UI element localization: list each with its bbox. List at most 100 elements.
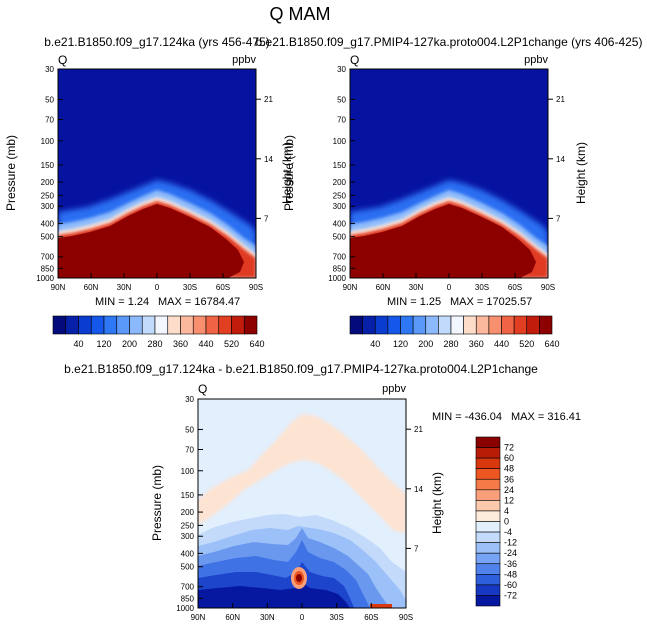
panel-c-colorbar-label-3: 36 — [504, 474, 514, 484]
panel-a-ylabel: Pressure (mb) — [4, 135, 18, 211]
panel-b-ytick-label-11: 850 — [333, 264, 347, 273]
panel-b-ytick-label-0: 30 — [337, 65, 346, 74]
panel-a-ytick-label-2: 70 — [45, 116, 54, 125]
panel-c-colorbar-box-7 — [475, 510, 501, 522]
panel-b-colorbar-box-8 — [450, 315, 464, 335]
panel-c-xtick-label-1: 60N — [225, 613, 240, 622]
panel-c-colorbar-box-2 — [475, 457, 501, 469]
panel-c-colorbar-box-9 — [475, 531, 501, 543]
panel-a-xtick-label-3: 0 — [155, 283, 160, 292]
panel-b-colorbar-label-5: 440 — [494, 339, 509, 349]
panel-c-colorbar-label-14: -72 — [504, 590, 517, 600]
panel-a-ytick-label-3: 100 — [41, 137, 55, 146]
panel-c-colorbar-box-0 — [475, 436, 501, 448]
panel-c-colorbar-label-11: -36 — [504, 559, 517, 569]
panel-a-colorbar-box-6 — [129, 315, 143, 335]
panel-b-colorbar-label-3: 280 — [443, 339, 458, 349]
panel-b-ytick-label-9: 500 — [333, 233, 347, 242]
panel-a-max-label: MAX = 16784.47 — [158, 296, 240, 308]
panel-c-colorbar-label-5: 12 — [504, 495, 514, 505]
panel-a-colorbar-box-8 — [154, 315, 169, 335]
panel-b-units: ppbv — [524, 54, 548, 66]
panel-c-ytick-label-4: 150 — [181, 491, 195, 500]
panel-b-max-label: MAX = 17025.57 — [450, 296, 532, 308]
panel-a-colorbar-box-2 — [78, 315, 92, 335]
panel-c-ytick-label-5: 200 — [181, 508, 195, 517]
panel-a-colorbar-box-12 — [205, 315, 220, 335]
panel-a-colorbar-box-14 — [231, 315, 245, 335]
panel-c-ytick-label-8: 400 — [181, 549, 195, 558]
panel-a-ytick-label-0: 30 — [45, 65, 54, 74]
panel-c-colorbar-label-6: 4 — [504, 506, 509, 516]
panel-b-colorbar-box-3 — [387, 315, 401, 335]
panel-c-ytick-label-1: 50 — [185, 425, 194, 434]
panel-b-ylabel-right: Height (km) — [574, 142, 588, 204]
panel-b-xticks: 90N 60N 30N 0 30S 60S 90S — [343, 273, 555, 292]
panel-c-colorbar-label-8: -4 — [504, 527, 512, 537]
panel-a-colorbar-box-9 — [167, 315, 181, 335]
panel-c-colorbar-box-3 — [475, 468, 501, 480]
panel-a-colorbar-box-13 — [218, 315, 232, 335]
panel-b-ytick-label-4: 150 — [333, 161, 347, 170]
panel-c-ylabel-right: Height (km) — [430, 472, 444, 534]
panel-b-colorbar-box-2 — [374, 315, 389, 335]
panel-b-ytick-right-label-0: 21 — [556, 95, 565, 104]
panel-b-ytick-label-7: 300 — [333, 202, 347, 211]
panel-c-colorbar-label-13: -60 — [504, 580, 517, 590]
panel-c-colorbar-box-5 — [475, 489, 501, 501]
panel-a-colorbar-label-6: 520 — [224, 339, 239, 349]
panel-a: b.e21.B1850.f09_g17.124ka (yrs 456-475) … — [4, 35, 294, 349]
panel-c-colorbar-box-13 — [475, 574, 501, 586]
panel-b: b.e21.B1850.f09_g17.PMIP4-127ka.proto004… — [256, 35, 643, 349]
panel-b-colorbar-box-14 — [526, 315, 540, 335]
panel-c-units: ppbv — [382, 383, 406, 395]
panel-a-colorbar-box-5 — [116, 315, 130, 335]
panel-a-xtick-label-4: 30S — [183, 283, 197, 292]
panel-b-colorbar-box-10 — [475, 315, 490, 335]
panel-b-ytick-label-8: 400 — [333, 219, 347, 228]
panel-a-ytick-label-1: 50 — [45, 95, 54, 104]
panel-c-ytick-label-6: 250 — [181, 521, 195, 530]
panel-a-colorbar-label-1: 120 — [96, 339, 111, 349]
panel-a-colorbar-box-4 — [103, 315, 118, 335]
panel-a-xtick-label-6: 90S — [249, 283, 263, 292]
panel-b-field — [350, 69, 548, 278]
panel-b-ytick-label-6: 250 — [333, 191, 347, 200]
panel-c-xtick-label-2: 30N — [260, 613, 275, 622]
panel-a-ytick-label-7: 300 — [41, 202, 55, 211]
panel-a-colorbar-box-11 — [192, 315, 207, 335]
panel-c-colorbar-label-10: -24 — [504, 548, 517, 558]
panel-c-positive-dome — [198, 414, 406, 533]
panel-c-min-label: MIN = -436.04 — [432, 411, 502, 423]
panel-a-title: b.e21.B1850.f09_g17.124ka (yrs 456-475) — [44, 35, 270, 49]
panel-b-colorbar-box-13 — [513, 315, 528, 335]
panel-a-colorbar-box-10 — [180, 315, 194, 335]
panel-a-colorbar: 40 120 200 280 360 440 520 640 — [52, 315, 265, 349]
panel-a-ylabel-right: Height (km) — [280, 142, 294, 204]
panel-c-max-label: MAX = 316.41 — [511, 411, 581, 423]
panel-c-field — [198, 399, 406, 608]
panel-c: b.e21.B1850.f09_g17.124ka - b.e21.B1850.… — [64, 362, 581, 622]
panel-c-colorbar-label-9: -12 — [504, 538, 517, 548]
panel-b-xtick-label-1: 60N — [376, 283, 391, 292]
panel-c-ytick-label-11: 850 — [181, 594, 195, 603]
panel-a-ytick-right-label-0: 21 — [264, 95, 273, 104]
panel-a-ytick-label-4: 150 — [41, 161, 55, 170]
panel-c-colorbar-box-15 — [475, 595, 501, 607]
panel-a-ytick-right-label-2: 7 — [264, 214, 269, 223]
panel-c-colorbar-box-12 — [475, 563, 501, 575]
panel-a-ytick-label-12: 1000 — [36, 274, 54, 283]
panel-c-left-label: Q — [198, 382, 207, 396]
panel-c-colorbar-label-12: -48 — [504, 569, 517, 579]
panel-b-colorbar-box-7 — [438, 315, 452, 335]
panel-c-colorbar-label-2: 48 — [504, 464, 514, 474]
panel-a-colorbar-label-3: 280 — [147, 339, 162, 349]
panel-c-ytick-label-12: 1000 — [176, 604, 194, 613]
panel-b-ytick-label-3: 100 — [333, 137, 347, 146]
panel-b-colorbar-box-6 — [425, 315, 439, 335]
panel-b-colorbar-label-6: 520 — [519, 339, 534, 349]
panel-c-ytick-right-label-2: 7 — [414, 544, 419, 553]
panel-c-colorbar-box-10 — [475, 542, 501, 554]
panel-b-colorbar-box-5 — [412, 315, 427, 335]
